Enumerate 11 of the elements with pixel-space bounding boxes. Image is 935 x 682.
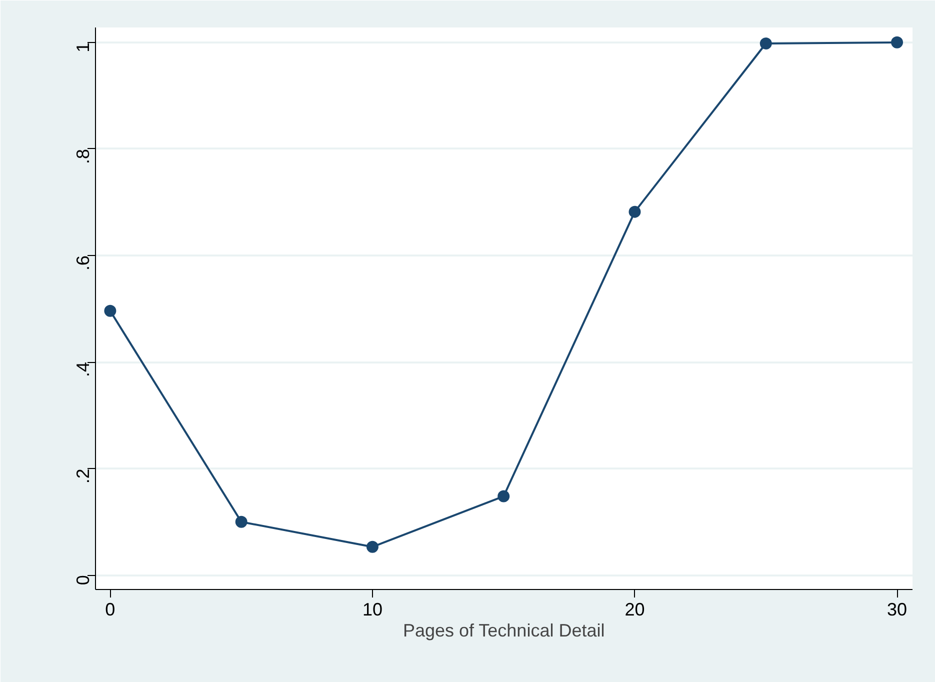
y-tick-label: .6 bbox=[73, 255, 93, 271]
x-tick-label: 10 bbox=[362, 600, 382, 620]
y-tick-label: 0 bbox=[73, 575, 93, 586]
y-tick-label: 1 bbox=[73, 42, 93, 52]
y-tick-label: .8 bbox=[73, 148, 93, 164]
y-tick-label: .4 bbox=[73, 362, 93, 378]
x-axis-title: Pages of Technical Detail bbox=[402, 620, 605, 640]
x-tick-label: 30 bbox=[887, 600, 908, 620]
x-tick-label: 0 bbox=[105, 600, 116, 620]
y-tick-label: .2 bbox=[73, 468, 93, 484]
x-tick-label: 20 bbox=[624, 600, 645, 620]
